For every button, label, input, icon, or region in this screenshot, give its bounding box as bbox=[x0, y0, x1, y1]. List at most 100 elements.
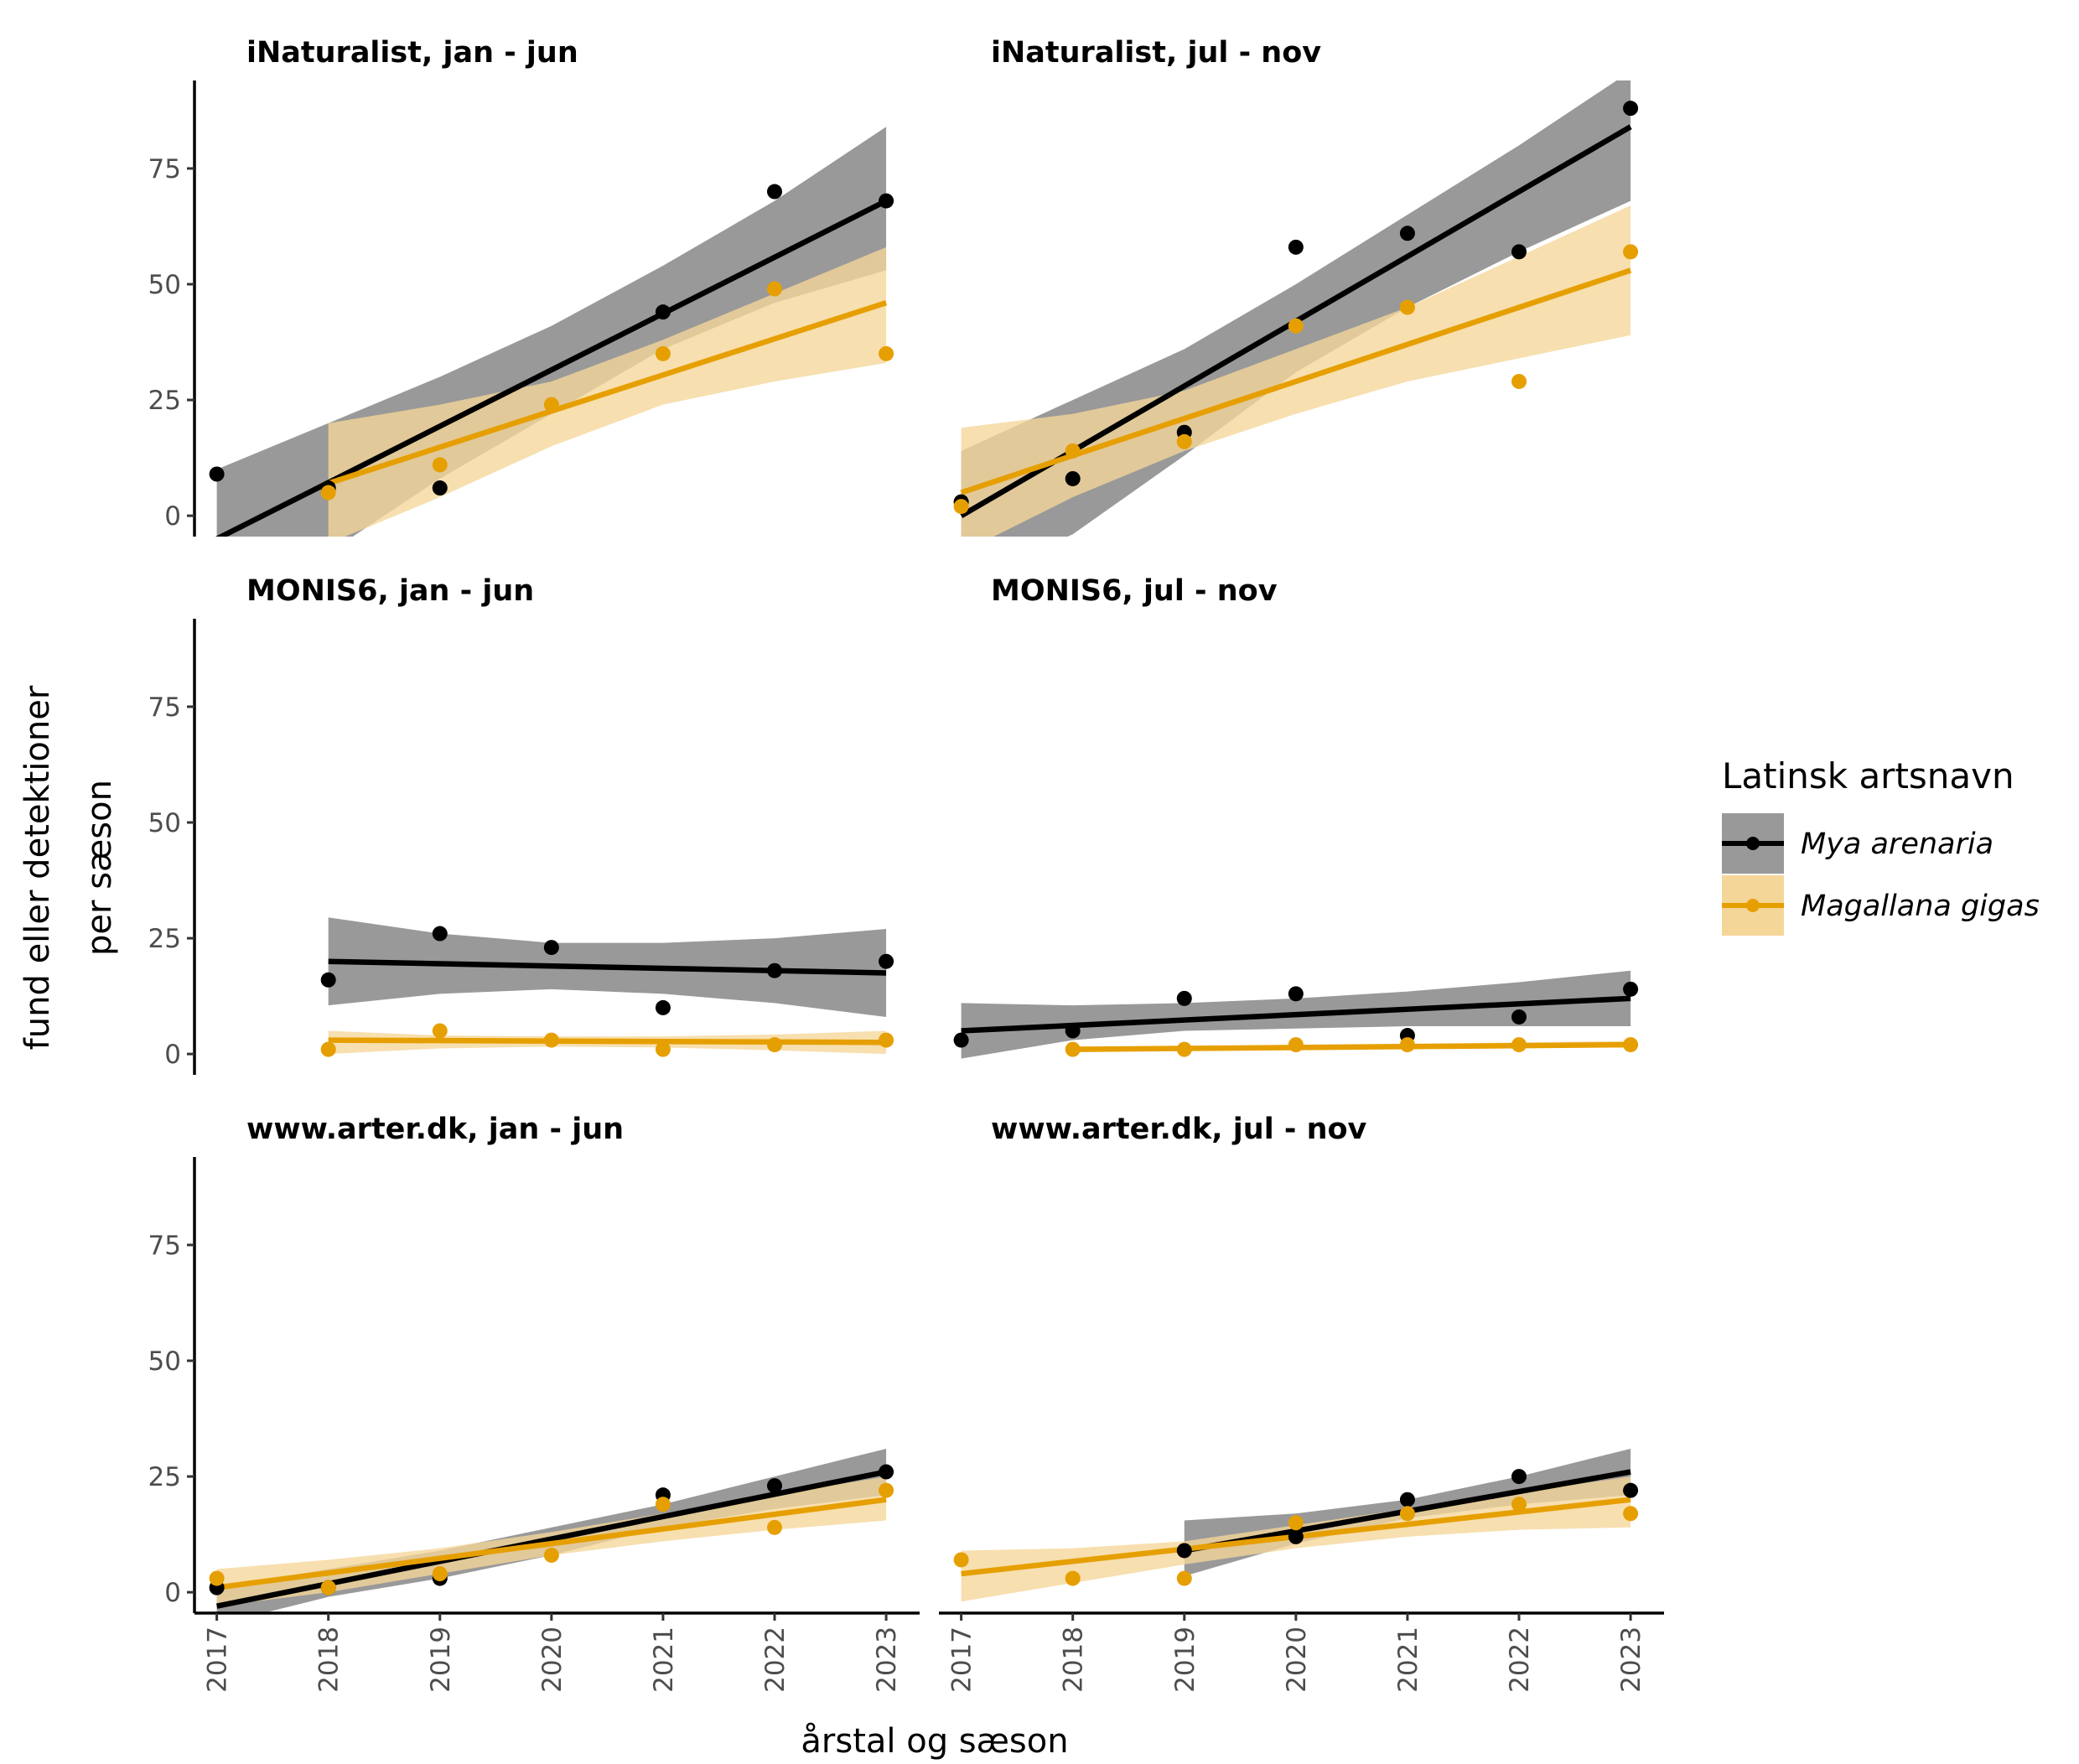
y-axis-title-line-1: fund eller detektioner bbox=[18, 685, 57, 1050]
data-point-mya-arenaria bbox=[767, 184, 782, 200]
panel-title: MONIS6, jul - nov bbox=[991, 574, 1278, 608]
data-point-mya-arenaria bbox=[209, 466, 225, 482]
plot-area bbox=[953, 1448, 1639, 1602]
y-tick-label: 0 bbox=[164, 1578, 181, 1608]
legend-label-mya-arenaria: Mya arenaria bbox=[1801, 828, 1993, 861]
data-point-mya-arenaria bbox=[432, 926, 448, 942]
panel-monis6-jul-nov: MONIS6, jul - nov bbox=[953, 574, 1639, 1059]
data-point-mya-arenaria bbox=[543, 940, 559, 956]
data-point-magallana-gigas bbox=[543, 1032, 559, 1048]
x-tick-label: 2018 bbox=[1059, 1627, 1089, 1693]
fit-line-mya-arenaria bbox=[215, 1469, 887, 1609]
data-point-mya-arenaria bbox=[1288, 986, 1304, 1002]
data-point-magallana-gigas bbox=[655, 1497, 671, 1512]
legend-key-point-mya-arenaria bbox=[1746, 837, 1760, 850]
plot-area bbox=[209, 127, 894, 537]
data-point-magallana-gigas bbox=[1176, 433, 1192, 449]
panel-www-arter-dk-jul-nov: www.arter.dk, jul - nov 2017 2018 2019 2020 2… bbox=[939, 1113, 1664, 1693]
data-point-magallana-gigas bbox=[767, 1037, 782, 1053]
data-point-magallana-gigas bbox=[432, 1566, 448, 1582]
data-point-magallana-gigas bbox=[1065, 1041, 1081, 1057]
data-point-magallana-gigas bbox=[543, 1547, 559, 1563]
data-point-magallana-gigas bbox=[1399, 1506, 1415, 1522]
plot-area bbox=[953, 80, 1639, 537]
data-point-magallana-gigas bbox=[767, 281, 782, 297]
data-point-magallana-gigas bbox=[1288, 1037, 1304, 1053]
fit-line-mya-arenaria bbox=[328, 958, 887, 976]
data-point-mya-arenaria bbox=[1288, 239, 1304, 255]
y-tick-label: 0 bbox=[164, 501, 181, 532]
data-point-magallana-gigas bbox=[1399, 299, 1415, 315]
data-point-mya-arenaria bbox=[1511, 1469, 1527, 1485]
data-point-magallana-gigas bbox=[543, 397, 559, 412]
y-tick-label: 50 bbox=[148, 808, 181, 838]
data-point-magallana-gigas bbox=[320, 1580, 336, 1595]
data-point-magallana-gigas bbox=[879, 1482, 894, 1498]
data-point-mya-arenaria bbox=[767, 1478, 782, 1494]
plot-area bbox=[953, 970, 1639, 1059]
data-point-mya-arenaria bbox=[1623, 981, 1639, 997]
x-tick-label: 2018 bbox=[314, 1627, 345, 1693]
data-point-magallana-gigas bbox=[432, 457, 448, 473]
data-point-magallana-gigas bbox=[1176, 1570, 1192, 1586]
data-point-magallana-gigas bbox=[432, 1023, 448, 1039]
legend-label-magallana-gigas: Magallana gigas bbox=[1801, 890, 2040, 923]
data-point-mya-arenaria bbox=[1511, 1009, 1527, 1025]
y-axis-title-line-2: per sæson bbox=[80, 780, 119, 956]
data-point-mya-arenaria bbox=[1511, 244, 1527, 260]
y-tick-label: 50 bbox=[148, 1346, 181, 1377]
panel-inaturalist-jan-jun: iNaturalist, jan - jun 0 25 50 75 bbox=[148, 36, 894, 537]
plot-area bbox=[209, 1448, 894, 1613]
data-point-mya-arenaria bbox=[953, 1032, 969, 1048]
data-point-magallana-gigas bbox=[1288, 318, 1304, 334]
data-point-mya-arenaria bbox=[879, 1464, 894, 1480]
data-point-magallana-gigas bbox=[953, 1552, 969, 1568]
data-point-mya-arenaria bbox=[767, 962, 782, 978]
data-point-magallana-gigas bbox=[1288, 1515, 1304, 1531]
x-tick-label: 2019 bbox=[426, 1627, 456, 1693]
fit-line-magallana-gigas bbox=[328, 1037, 887, 1045]
data-point-magallana-gigas bbox=[209, 1570, 225, 1586]
legend-title: Latinsk artsnavn bbox=[1722, 755, 2014, 796]
legend-key-point-magallana-gigas bbox=[1746, 899, 1760, 912]
data-point-magallana-gigas bbox=[953, 499, 969, 515]
x-tick-label: 2017 bbox=[947, 1627, 977, 1693]
data-point-mya-arenaria bbox=[1176, 990, 1192, 1006]
ci-band-magallana-gigas bbox=[961, 205, 1631, 537]
y-tick-label: 75 bbox=[148, 693, 181, 723]
data-point-magallana-gigas bbox=[879, 1032, 894, 1048]
data-point-magallana-gigas bbox=[1065, 443, 1081, 459]
fit-line-magallana-gigas bbox=[1072, 1041, 1631, 1052]
data-point-magallana-gigas bbox=[320, 485, 336, 501]
data-point-mya-arenaria bbox=[432, 480, 448, 496]
panel-monis6-jan-jun: MONIS6, jan - jun 0 25 50 75 bbox=[148, 574, 894, 1075]
data-point-mya-arenaria bbox=[1176, 1543, 1192, 1559]
data-point-magallana-gigas bbox=[320, 1041, 336, 1057]
x-tick-label: 2017 bbox=[203, 1627, 233, 1693]
x-tick-label: 2022 bbox=[760, 1627, 791, 1693]
legend: Latinsk artsnavn Mya arenaria Magallana … bbox=[1722, 755, 2040, 936]
x-tick-label: 2022 bbox=[1505, 1627, 1535, 1693]
y-tick-label: 0 bbox=[164, 1040, 181, 1070]
data-point-magallana-gigas bbox=[767, 1519, 782, 1535]
data-point-magallana-gigas bbox=[1511, 373, 1527, 389]
data-point-magallana-gigas bbox=[655, 345, 671, 361]
x-tick-label: 2020 bbox=[537, 1627, 568, 1693]
legend-entry-magallana-gigas: Magallana gigas bbox=[1722, 875, 2040, 936]
panel-www-arter-dk-jan-jun: www.arter.dk, jan - jun 0 25 50 75 2017 2018 20… bbox=[148, 1113, 920, 1693]
data-point-mya-arenaria bbox=[1399, 226, 1415, 241]
panel-title: iNaturalist, jul - nov bbox=[991, 36, 1321, 70]
data-point-magallana-gigas bbox=[1511, 1037, 1527, 1053]
fit-line-magallana-gigas bbox=[327, 300, 888, 486]
data-point-mya-arenaria bbox=[1288, 1528, 1304, 1544]
data-point-magallana-gigas bbox=[1623, 1037, 1639, 1053]
data-point-mya-arenaria bbox=[879, 953, 894, 969]
data-point-mya-arenaria bbox=[1065, 1023, 1081, 1039]
panel-inaturalist-jul-nov: iNaturalist, jul - nov bbox=[953, 36, 1639, 537]
data-point-mya-arenaria bbox=[655, 304, 671, 320]
x-tick-label: 2021 bbox=[649, 1627, 679, 1693]
data-point-mya-arenaria bbox=[655, 999, 671, 1015]
panel-title: www.arter.dk, jul - nov bbox=[991, 1113, 1367, 1146]
